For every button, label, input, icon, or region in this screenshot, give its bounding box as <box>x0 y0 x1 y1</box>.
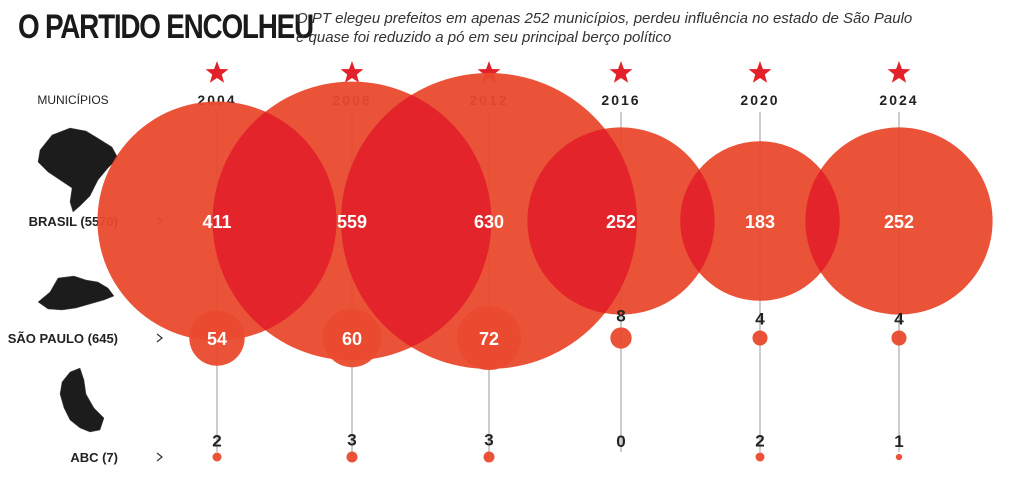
data-label: 8 <box>616 306 625 325</box>
data-label: 1 <box>894 432 903 451</box>
data-label: 3 <box>484 431 493 450</box>
sao-paulo-map-icon <box>37 275 115 311</box>
data-label: 183 <box>745 212 775 232</box>
data-label: 3 <box>347 431 356 450</box>
data-label: 559 <box>337 212 367 232</box>
data-label: 411 <box>202 212 231 232</box>
bubble-overlap <box>527 128 637 314</box>
star-icon <box>340 61 364 83</box>
chart-subtitle: O PT elegeu prefeitos em apenas 252 muni… <box>296 9 936 47</box>
bubble-2004 <box>189 310 245 366</box>
bubble-2012 <box>457 306 521 370</box>
data-label: 252 <box>884 212 914 232</box>
data-label: 4 <box>894 309 904 328</box>
bubble-2024 <box>895 453 903 461</box>
bubble-2008 <box>346 451 358 463</box>
bubble-2016 <box>610 327 632 349</box>
bubble-2024 <box>891 330 907 346</box>
data-label: 2 <box>212 432 221 451</box>
bubble-2020 <box>752 330 768 346</box>
data-label: 72 <box>479 329 499 349</box>
brazil-map-icon <box>37 127 119 213</box>
bubble-2024 <box>805 127 993 315</box>
data-label: 4 <box>755 309 765 328</box>
star-icon <box>205 61 229 83</box>
bubble-2012 <box>483 451 495 463</box>
year-label-2024: 2024 <box>879 92 918 108</box>
star-icon <box>748 61 772 83</box>
bubble-2004 <box>212 452 222 462</box>
row-label: ABC (7) <box>70 450 118 465</box>
star-icon <box>477 61 501 83</box>
data-label: 0 <box>616 432 625 451</box>
chevron-right-icon <box>156 333 163 343</box>
bubble-overlap <box>212 111 337 331</box>
chevron-right-icon <box>156 452 163 462</box>
row-header-label: MUNICÍPIOS <box>37 92 108 107</box>
bubble-overlap <box>341 94 492 348</box>
star-icon <box>609 61 633 83</box>
row-label: BRASIL (5570) <box>29 214 118 229</box>
year-label-2016: 2016 <box>601 92 640 108</box>
subtitle-line-2: e quase foi reduzido a pó em seu princip… <box>296 29 672 46</box>
data-label: 2 <box>755 432 764 451</box>
bubble-2008 <box>322 308 382 368</box>
year-label-2020: 2020 <box>740 92 779 108</box>
bubble-overlap <box>805 169 840 273</box>
star-icon <box>887 61 911 83</box>
data-label: 54 <box>207 329 227 349</box>
bubbles <box>97 73 993 463</box>
data-label: 60 <box>342 329 362 349</box>
data-label: 252 <box>606 212 636 232</box>
bubble-2020 <box>680 141 840 301</box>
bubble-2020 <box>755 452 765 462</box>
chart-title: O PARTIDO ENCOLHEU <box>18 8 314 46</box>
row-labels: MUNICÍPIOS BRASIL (5570) SÃO PAULO (645) AB… <box>8 92 163 465</box>
row-label: SÃO PAULO (645) <box>8 331 118 346</box>
data-label: 630 <box>474 212 504 232</box>
subtitle-line-1: O PT elegeu prefeitos em apenas 252 muni… <box>296 10 913 27</box>
abc-map-icon <box>59 367 105 433</box>
bubble-overlap <box>680 169 715 273</box>
